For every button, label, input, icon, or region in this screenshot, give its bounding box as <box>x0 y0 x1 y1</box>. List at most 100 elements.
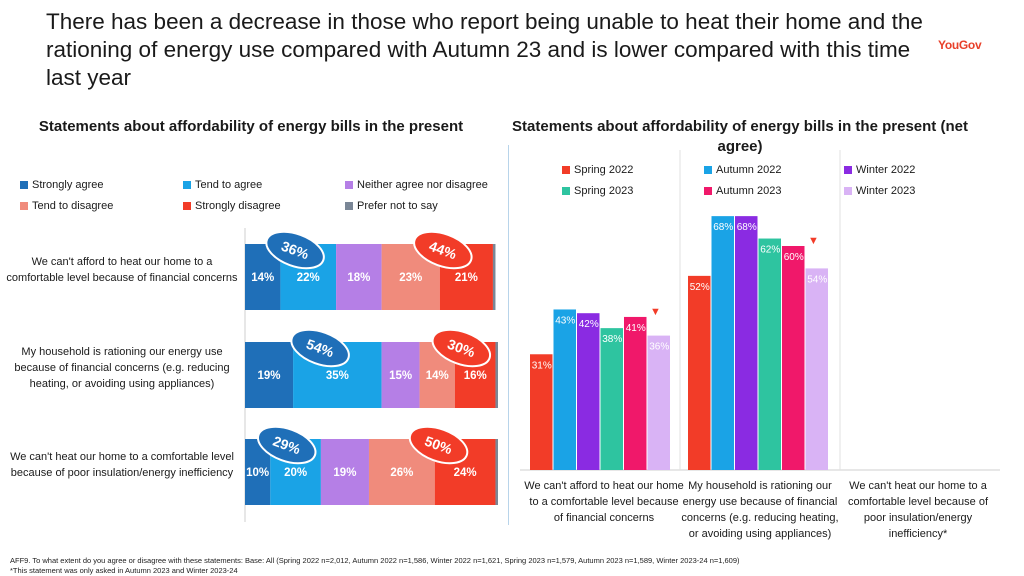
bar <box>758 238 781 470</box>
legend-swatch <box>20 202 28 210</box>
bar <box>805 268 828 470</box>
bar <box>624 316 647 470</box>
legend-swatch <box>183 181 191 189</box>
bar-value-label: 43% <box>555 315 575 326</box>
legend-swatch <box>704 187 712 195</box>
footnote-asterisk: *This statement was only asked in Autumn… <box>10 566 238 575</box>
left-chart-title: Statements about affordability of energy… <box>38 118 464 135</box>
legend-item-tend-to-disagree: Tend to disagree <box>20 200 113 212</box>
bar-value-label: 19% <box>333 467 356 479</box>
bar-value-label: 35% <box>326 370 349 382</box>
net-disagree-badge <box>408 425 469 465</box>
legend-label: Strongly agree <box>32 179 104 191</box>
legend-label: Prefer not to say <box>357 200 438 212</box>
legend-label: Tend to disagree <box>32 200 114 212</box>
legend-item-strongly-disagree: Strongly disagree <box>183 200 281 212</box>
legend-item-strongly-agree: Strongly agree <box>20 179 104 191</box>
bar-value-label: 41% <box>626 323 646 334</box>
bar-value-label: 22% <box>297 272 320 284</box>
yougov-logo: YouGov <box>938 38 982 52</box>
bar-value-label: 26% <box>390 467 413 479</box>
stacked-bar-chart: 14% 22% 18% 23% 21%36% 44%19% 35% 15% 14% 16%54% 3… <box>244 228 498 522</box>
legend-label: Tend to agree <box>195 179 263 191</box>
bar-segment <box>492 244 496 310</box>
legend-item-autumn-2022: Autumn 2022 <box>704 164 781 176</box>
bar-value-label: 62% <box>760 245 780 256</box>
bar-value-label: 36% <box>649 342 669 353</box>
legend-label: Autumn 2023 <box>716 185 782 197</box>
row-label-afford-heat: We can't afford to heat our home to a co… <box>6 256 238 284</box>
bar <box>782 246 805 470</box>
category-label-rationing: My household is rationing our energy use… <box>681 480 839 540</box>
decrease-marker: ▼ <box>808 235 819 247</box>
legend-swatch <box>562 187 570 195</box>
legend-swatch <box>345 181 353 189</box>
bar-segment <box>381 342 420 408</box>
bar-value-label: 31% <box>532 360 552 371</box>
legend-label: Strongly disagree <box>195 200 281 212</box>
bar-segment <box>336 244 382 310</box>
legend-label: Neither agree nor disagree <box>357 179 488 191</box>
legend-item-winter-2023: Winter 2023 <box>844 185 915 197</box>
legend-swatch <box>183 202 191 210</box>
legend-swatch <box>844 166 852 174</box>
decrease-marker: ▼ <box>650 306 661 318</box>
right-chart-title: Statements about affordability of energy… <box>512 118 968 155</box>
bar <box>530 354 553 470</box>
bar-value-label: 38% <box>602 334 622 345</box>
legend-item-spring-2022: Spring 2022 <box>562 164 633 176</box>
bar-value-label: 21% <box>455 272 478 284</box>
net-disagree-badge <box>413 230 473 270</box>
bar-segment <box>495 342 498 408</box>
category-label-afford-heat: We can't afford to heat our home to a co… <box>524 480 684 524</box>
bar-value-label: 68% <box>713 222 733 233</box>
row-label-rationing: My household is rationing our energy use… <box>14 346 230 390</box>
legend-label: Autumn 2022 <box>716 164 782 176</box>
bar-value-label: 20% <box>284 467 307 479</box>
legend-swatch <box>20 181 28 189</box>
bar <box>735 216 758 470</box>
legend-swatch <box>345 202 353 210</box>
legend-label: Winter 2023 <box>856 185 916 197</box>
legend-item-prefer-not: Prefer not to say <box>345 200 438 212</box>
net-agree-badge <box>257 425 317 465</box>
bar-value-label: 68% <box>737 222 757 233</box>
bar-value-label: 52% <box>690 282 710 293</box>
legend-swatch <box>844 187 852 195</box>
bar-value-label: 42% <box>579 319 599 330</box>
bar <box>647 335 670 470</box>
grouped-bar-chart: 31%43%42%38%41%36%▼52%68%68%62%60%54%▼28… <box>520 150 1000 471</box>
legend-item-neither: Neither agree nor disagree <box>345 179 488 191</box>
row-label-insulation: We can't heat our home to a comfortable … <box>10 451 234 479</box>
legend-label: Spring 2023 <box>574 185 634 197</box>
bar-value-label: 60% <box>784 252 804 263</box>
bar <box>688 275 711 470</box>
net-disagree-badge <box>431 328 492 368</box>
bar-segment <box>245 342 294 408</box>
net-agree-badge <box>265 230 325 270</box>
bar-value-label: 18% <box>347 272 370 284</box>
legend-item-spring-2023: Spring 2023 <box>562 185 633 197</box>
bar-value-label: 14% <box>251 272 274 284</box>
bar-segment <box>495 439 498 505</box>
bar <box>577 313 600 470</box>
bar-value-label: 23% <box>399 272 422 284</box>
bar <box>600 328 623 470</box>
net-agree-badge <box>290 328 350 368</box>
bar-segment <box>320 439 369 505</box>
bar-value-label: 10% <box>246 467 269 479</box>
legend-label: Winter 2022 <box>856 164 916 176</box>
bar <box>553 309 576 470</box>
legend-item-autumn-2023: Autumn 2023 <box>704 185 781 197</box>
bar-value-label: 14% <box>426 370 449 382</box>
legend-label: Spring 2022 <box>574 164 634 176</box>
legend-swatch <box>704 166 712 174</box>
bar-value-label: 54% <box>807 274 827 285</box>
legend-item-tend-to-agree: Tend to agree <box>183 179 262 191</box>
legend-swatch <box>562 166 570 174</box>
bar <box>711 216 734 470</box>
bar-value-label: 15% <box>389 370 412 382</box>
bar-value-label: 19% <box>258 370 281 382</box>
page-title: There has been a decrease in those who r… <box>46 9 923 90</box>
bar-value-label: 24% <box>454 467 477 479</box>
